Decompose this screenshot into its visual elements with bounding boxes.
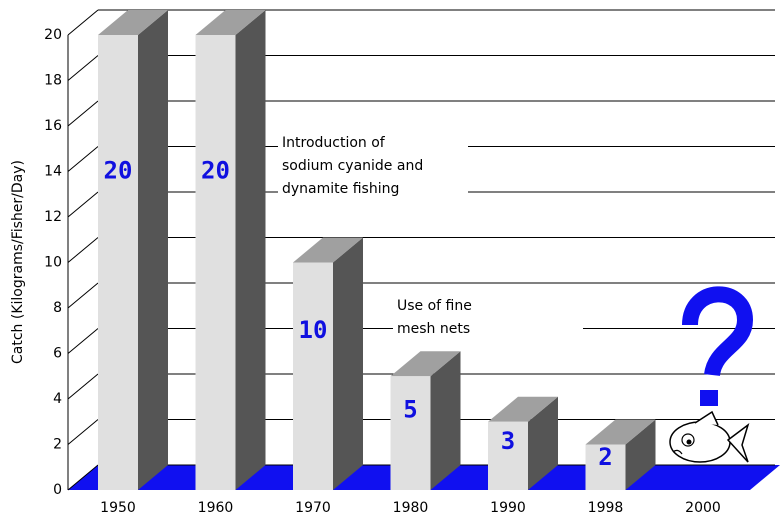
grid-line-diagonal xyxy=(67,419,99,445)
x-tick-label: 2000 xyxy=(685,500,721,516)
bar-top xyxy=(390,351,461,377)
grid-line-diagonal xyxy=(67,237,99,263)
fish-fin xyxy=(694,410,719,426)
annotation: mesh nets xyxy=(397,321,470,337)
grid-line-diagonal xyxy=(67,191,99,218)
y-tick-label: 18 xyxy=(44,73,62,89)
fish-icon xyxy=(669,410,750,463)
bar-front xyxy=(585,444,626,490)
bar-side xyxy=(625,419,656,490)
y-tick-label: 6 xyxy=(53,346,62,362)
grid-line-diagonal xyxy=(67,100,99,127)
grid-line-diagonal xyxy=(67,373,99,400)
bar-top xyxy=(585,419,656,445)
y-tick-label: 20 xyxy=(44,27,62,43)
y-tick-label: 2 xyxy=(53,437,62,453)
y-tick-label: 8 xyxy=(53,300,62,316)
bar-front xyxy=(98,35,138,490)
value-label: 5 xyxy=(403,395,417,423)
value-label: 3 xyxy=(501,427,515,455)
bar-side xyxy=(430,351,461,490)
grid-line-diagonal xyxy=(67,464,99,491)
value-label: 20 xyxy=(201,157,230,185)
grid-line-diagonal xyxy=(67,9,99,36)
bar-front xyxy=(488,421,528,490)
y-axis-label: Catch (Kilograms/Fisher/Day) xyxy=(10,160,26,364)
bar-top xyxy=(293,237,363,263)
grid-line-diagonal xyxy=(67,146,99,172)
fish-mouth xyxy=(672,449,683,455)
fish-tail xyxy=(726,423,750,463)
bar-side xyxy=(138,10,168,490)
annotation: Use of fine xyxy=(397,298,472,314)
annotation-background xyxy=(278,131,468,202)
value-label: 2 xyxy=(598,443,612,471)
bar-side xyxy=(528,396,558,490)
bar-top xyxy=(98,10,168,35)
x-tick-label: 1950 xyxy=(100,500,136,516)
annotation: Introduction of xyxy=(282,135,386,151)
y-tick-label: 16 xyxy=(44,118,62,134)
annotation: dynamite fishing xyxy=(282,181,399,197)
bar-front xyxy=(293,262,333,490)
grid-line-diagonal xyxy=(67,55,99,81)
y-tick-label: 14 xyxy=(44,164,62,180)
question-mark-icon xyxy=(682,286,754,406)
bar-front xyxy=(195,35,236,490)
x-tick-label: 1998 xyxy=(588,500,624,516)
y-tick-label: 4 xyxy=(53,391,62,407)
value-label: 20 xyxy=(104,157,133,185)
y-tick-label: 10 xyxy=(44,255,62,271)
x-tick-label: 1960 xyxy=(198,500,234,516)
bar-side xyxy=(333,237,363,490)
bar-top xyxy=(195,10,266,35)
value-label: 10 xyxy=(299,316,328,344)
annotation-background xyxy=(393,294,583,342)
question-mark-shape xyxy=(682,286,754,377)
x-tick-label: 1990 xyxy=(490,500,526,516)
x-tick-label: 1970 xyxy=(295,500,331,516)
y-tick-label: 12 xyxy=(44,209,62,225)
bar-side xyxy=(235,10,266,490)
bar-front xyxy=(390,376,431,490)
grid-line-diagonal xyxy=(67,282,99,309)
fish-body xyxy=(669,421,731,463)
bar-top xyxy=(488,396,558,422)
fish-pupil xyxy=(686,439,692,445)
grid-line-diagonal xyxy=(67,328,99,354)
question-mark-dot xyxy=(700,390,718,406)
y-tick-label: 0 xyxy=(53,482,62,498)
annotation: sodium cyanide and xyxy=(282,158,423,174)
x-tick-label: 1980 xyxy=(393,500,429,516)
